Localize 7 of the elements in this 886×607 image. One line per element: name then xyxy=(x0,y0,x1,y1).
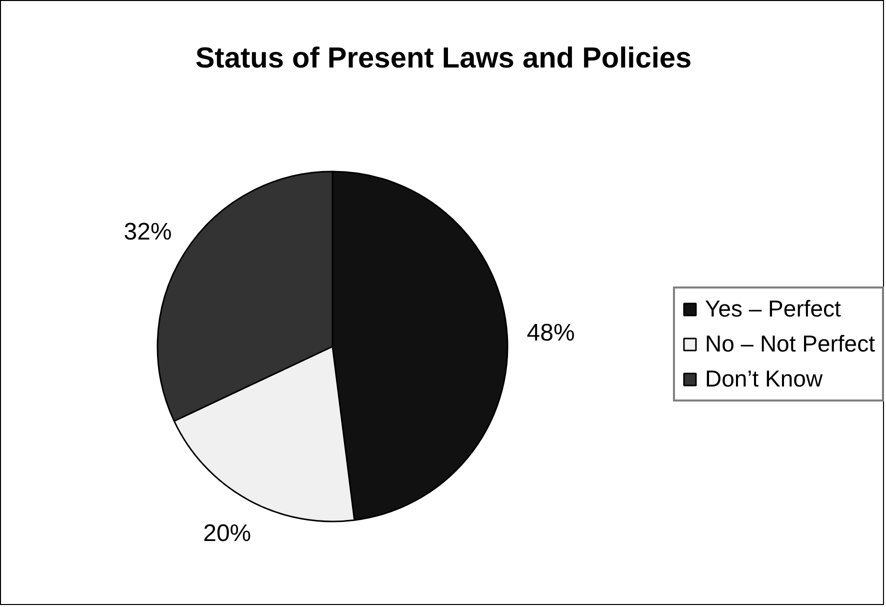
legend-label: Don’t Know xyxy=(704,365,823,392)
data-label: 20% xyxy=(203,520,252,548)
legend-label: Yes – Perfect xyxy=(704,295,841,322)
chart-title: Status of Present Laws and Policies xyxy=(195,42,692,74)
legend-label: No – Not Perfect xyxy=(704,330,875,357)
data-label: 32% xyxy=(124,218,172,246)
data-label: 48% xyxy=(526,320,575,347)
